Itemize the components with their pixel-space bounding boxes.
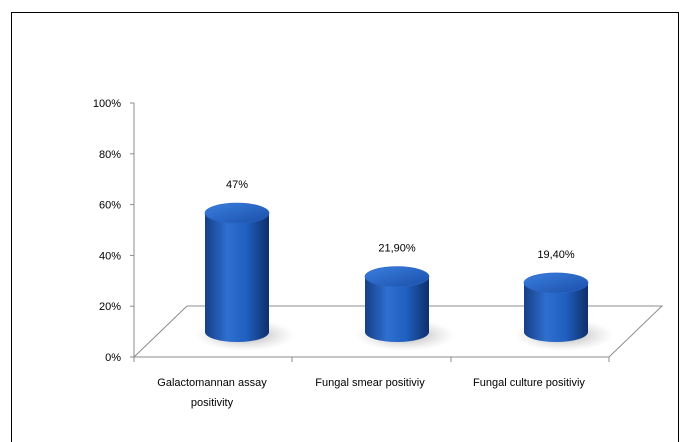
data-label: 21,90% [378, 243, 416, 255]
bars [204, 202, 589, 342]
bar-top-cap [364, 266, 430, 287]
data-labels: 47% 21,90% 19,40% [226, 179, 575, 261]
y-tick-label: 40% [99, 250, 121, 262]
x-axis-ticks [133, 357, 610, 362]
y-tick-label: 0% [105, 352, 121, 364]
category-label: positivity [191, 397, 234, 409]
bar-body [205, 213, 269, 342]
chart-frame [11, 12, 679, 442]
bar-top-cap [523, 272, 589, 294]
data-label: 47% [226, 179, 248, 191]
category-label: Galactomannan assay [157, 377, 267, 389]
bar-body [365, 276, 429, 342]
bar [204, 202, 270, 342]
y-tick-label: 100% [93, 98, 121, 110]
data-label: 19,40% [537, 249, 575, 261]
y-tick-label: 20% [99, 301, 121, 313]
bar-body [524, 282, 588, 342]
category-labels: Galactomannan assay positivity Fungal smea… [157, 377, 585, 409]
bar [364, 266, 430, 342]
bar-top-cap [204, 202, 270, 224]
bar [523, 272, 589, 342]
y-tick-label: 80% [99, 149, 121, 161]
y-tick-label: 60% [99, 200, 121, 212]
category-label: Fungal smear positiviy [315, 377, 425, 389]
category-label: Fungal culture positiviy [473, 377, 585, 389]
y-axis-ticks: 0% 20% 40% 60% 80% 100% [93, 98, 134, 364]
